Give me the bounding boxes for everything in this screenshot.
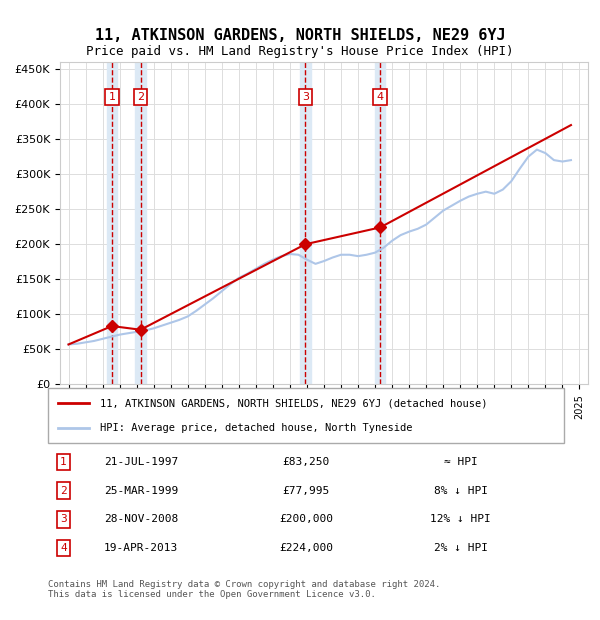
Text: 12% ↓ HPI: 12% ↓ HPI [430,515,491,525]
Bar [301,62,311,384]
Text: Contains HM Land Registry data © Crown copyright and database right 2024.
This d: Contains HM Land Registry data © Crown c… [48,580,440,599]
FancyBboxPatch shape [48,388,564,443]
Text: 8% ↓ HPI: 8% ↓ HPI [434,485,488,495]
Bar [107,62,117,384]
Text: 1: 1 [109,92,115,102]
Text: 19-APR-2013: 19-APR-2013 [104,543,178,553]
Text: 4: 4 [60,543,67,553]
Text: 2: 2 [137,92,144,102]
Bar [136,62,146,384]
Text: 21-JUL-1997: 21-JUL-1997 [104,457,178,467]
Text: 11, ATKINSON GARDENS, NORTH SHIELDS, NE29 6YJ (detached house): 11, ATKINSON GARDENS, NORTH SHIELDS, NE2… [100,398,487,408]
Text: 25-MAR-1999: 25-MAR-1999 [104,485,178,495]
Text: 28-NOV-2008: 28-NOV-2008 [104,515,178,525]
Bar [375,62,385,384]
Text: 2: 2 [60,485,67,495]
Text: £77,995: £77,995 [283,485,329,495]
Text: 2% ↓ HPI: 2% ↓ HPI [434,543,488,553]
Text: Price paid vs. HM Land Registry's House Price Index (HPI): Price paid vs. HM Land Registry's House … [86,45,514,58]
Text: 3: 3 [60,515,67,525]
Text: £200,000: £200,000 [279,515,333,525]
Text: 4: 4 [377,92,384,102]
Text: 1: 1 [60,457,67,467]
Text: 3: 3 [302,92,309,102]
Text: £224,000: £224,000 [279,543,333,553]
Text: ≈ HPI: ≈ HPI [444,457,478,467]
Text: £83,250: £83,250 [283,457,329,467]
Text: HPI: Average price, detached house, North Tyneside: HPI: Average price, detached house, Nort… [100,423,412,433]
Text: 11, ATKINSON GARDENS, NORTH SHIELDS, NE29 6YJ: 11, ATKINSON GARDENS, NORTH SHIELDS, NE2… [95,28,505,43]
